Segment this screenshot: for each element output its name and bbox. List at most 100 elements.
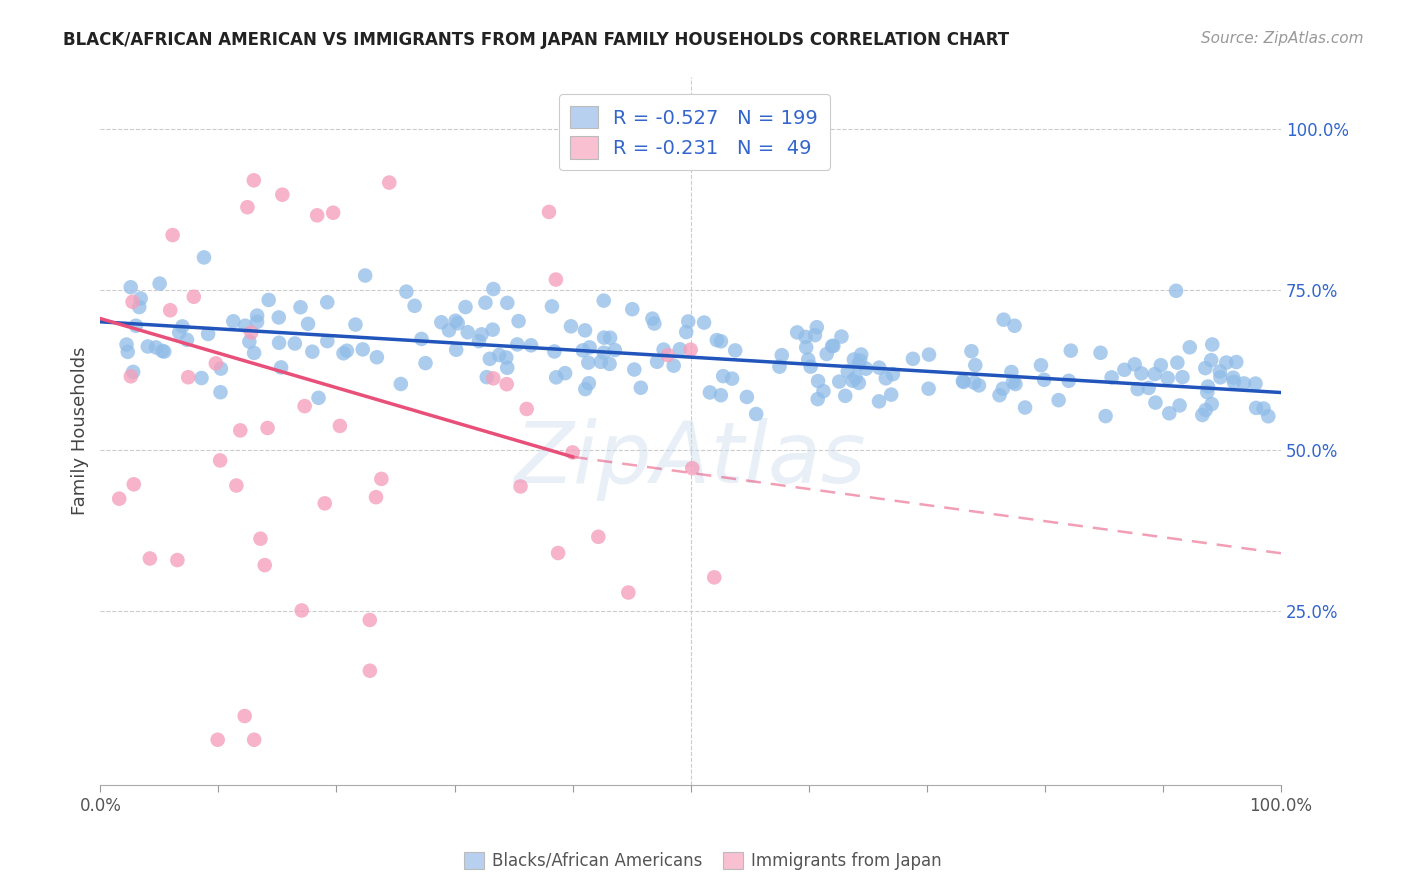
Point <box>115 337 138 351</box>
Point <box>1123 357 1146 371</box>
Point <box>1171 370 1194 384</box>
Point <box>711 369 734 384</box>
Point <box>574 323 596 337</box>
Point <box>842 352 865 367</box>
Point <box>205 356 228 370</box>
Point <box>1057 374 1080 388</box>
Point <box>593 330 616 344</box>
Point <box>834 389 856 403</box>
Point <box>578 340 600 354</box>
Point <box>952 375 974 389</box>
Point <box>121 294 143 309</box>
Point <box>117 344 139 359</box>
Point <box>271 187 294 202</box>
Point <box>599 357 621 371</box>
Point <box>880 387 903 401</box>
Point <box>322 205 344 219</box>
Point <box>108 491 131 506</box>
Point <box>509 479 531 493</box>
Point <box>249 532 271 546</box>
Point <box>359 613 381 627</box>
Point <box>506 337 529 351</box>
Point <box>849 353 872 368</box>
Point <box>868 394 890 409</box>
Point <box>209 453 232 467</box>
Point <box>821 339 844 353</box>
Point <box>240 326 263 340</box>
Point <box>145 340 167 354</box>
Point <box>657 348 679 362</box>
Point <box>508 314 530 328</box>
Point <box>993 312 1015 326</box>
Point <box>495 351 517 365</box>
Point <box>1004 318 1026 333</box>
Point <box>679 343 702 357</box>
Point <box>284 336 307 351</box>
Point <box>329 418 352 433</box>
Point <box>336 343 359 358</box>
Point <box>1033 373 1056 387</box>
Point <box>128 300 150 314</box>
Point <box>457 326 479 340</box>
Point <box>917 382 939 396</box>
Point <box>592 293 614 308</box>
Point <box>662 359 685 373</box>
Point <box>546 370 568 384</box>
Text: ZipAtlas: ZipAtlas <box>515 417 866 501</box>
Point <box>207 732 229 747</box>
Point <box>1114 363 1136 377</box>
Point <box>447 316 470 330</box>
Point <box>1000 365 1022 379</box>
Point <box>967 378 990 392</box>
Point <box>1223 375 1246 389</box>
Point <box>482 282 505 296</box>
Point <box>246 315 269 329</box>
Point <box>652 343 675 357</box>
Point <box>516 401 538 416</box>
Point <box>1178 340 1201 354</box>
Point <box>359 664 381 678</box>
Point <box>229 423 252 437</box>
Point <box>139 551 162 566</box>
Point <box>166 553 188 567</box>
Point <box>988 388 1011 402</box>
Point <box>1168 399 1191 413</box>
Point <box>1159 406 1181 420</box>
Point <box>444 314 467 328</box>
Point <box>430 315 453 329</box>
Point <box>770 348 793 362</box>
Point <box>1195 403 1218 417</box>
Point <box>125 318 148 333</box>
Point <box>643 317 665 331</box>
Point <box>316 334 339 348</box>
Point <box>257 293 280 307</box>
Point <box>471 327 494 342</box>
Point <box>1143 367 1166 381</box>
Point <box>918 348 941 362</box>
Point <box>710 388 733 402</box>
Point <box>120 280 142 294</box>
Point <box>366 350 388 364</box>
Point <box>592 345 614 359</box>
Point <box>724 343 747 358</box>
Point <box>1014 401 1036 415</box>
Point <box>290 300 312 314</box>
Point <box>475 370 498 384</box>
Point <box>641 311 664 326</box>
Point <box>855 361 877 376</box>
Point <box>1101 370 1123 384</box>
Point <box>617 585 640 599</box>
Point <box>364 490 387 504</box>
Point <box>1001 375 1024 389</box>
Point <box>645 355 668 369</box>
Point <box>332 346 354 360</box>
Legend: R = -0.527   N = 199, R = -0.231   N =  49: R = -0.527 N = 199, R = -0.231 N = 49 <box>558 95 830 170</box>
Point <box>1060 343 1083 358</box>
Point <box>270 360 292 375</box>
Point <box>437 323 460 337</box>
Point <box>603 343 626 357</box>
Point <box>297 317 319 331</box>
Point <box>488 348 510 362</box>
Point <box>804 328 827 343</box>
Point <box>693 316 716 330</box>
